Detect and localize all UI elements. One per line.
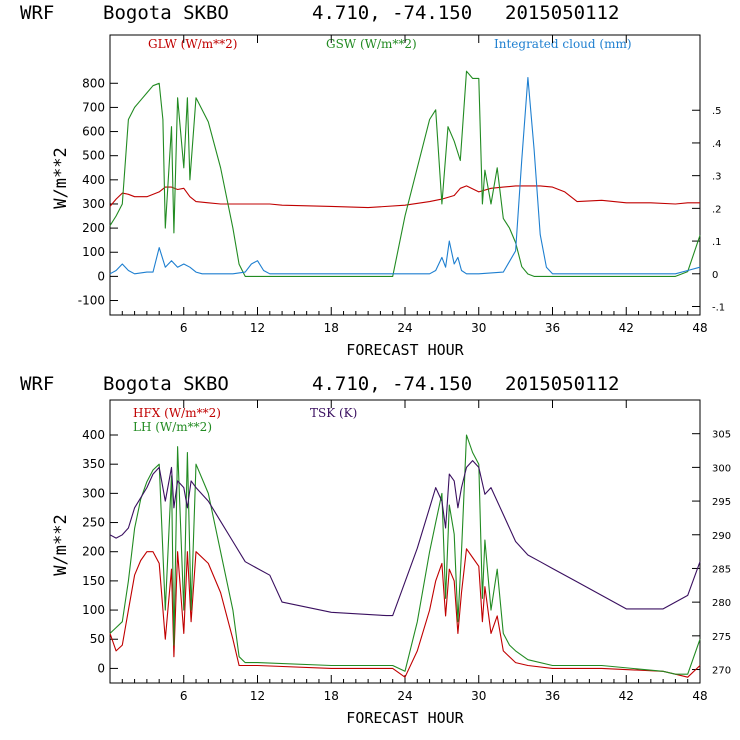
x-tick-label: 18 — [324, 689, 339, 703]
y2-tick-label: -.1 — [712, 302, 725, 313]
panel2-x-axis-label: FORECAST HOUR — [346, 709, 464, 727]
y-tick-label: 200 — [82, 221, 105, 235]
panel1-legend-gsw: GSW (W/m**2) — [326, 37, 417, 51]
x-tick-label: 12 — [250, 689, 265, 703]
y2-tick-label: .3 — [712, 172, 722, 183]
x-tick-label: 36 — [545, 321, 560, 335]
y-tick-label: -100 — [78, 294, 105, 308]
x-tick-label: 36 — [545, 689, 560, 703]
y-tick-label: 100 — [82, 245, 105, 259]
panel2-plot-frame — [109, 399, 701, 684]
x-tick-label: 48 — [692, 689, 707, 703]
panel1-x-axis-label: FORECAST HOUR — [346, 341, 464, 359]
x-tick-label: 30 — [471, 321, 486, 335]
x-tick-label: 24 — [397, 321, 412, 335]
y2-tick-label: .1 — [712, 237, 722, 248]
panel1-title-coords: 4.710, -74.150 — [312, 2, 472, 24]
x-tick-label: 48 — [692, 321, 707, 335]
panel1-ticks: 6 12 18 24 30 36 42 48 800 700 600 500 400 300 200 100 0… — [78, 35, 725, 335]
y2-tick-label: 285 — [712, 564, 731, 575]
flux-panel: WRF Bogota SKBO 4.710, -74.150 201505011… — [20, 373, 731, 727]
panel1-legend-cloud: Integrated cloud (mm) — [494, 37, 632, 51]
panel1-series — [109, 70, 701, 277]
panel2-title-coords: 4.710, -74.150 — [312, 373, 472, 395]
y2-tick-label: 0 — [712, 270, 718, 281]
panel2-title-model: WRF — [20, 373, 54, 395]
panel1-legend-glw: GLW (W/m**2) — [148, 37, 237, 51]
y2-tick-label: 305 — [712, 430, 731, 441]
y2-tick-label: .4 — [712, 139, 722, 150]
x-tick-label: 6 — [180, 321, 188, 335]
y-tick-label: 300 — [82, 197, 105, 211]
x-tick-label: 18 — [324, 321, 339, 335]
series-line-glw — [109, 185, 700, 209]
y2-tick-label: 290 — [712, 531, 731, 542]
y2-tick-label: 280 — [712, 598, 731, 609]
y2-tick-label: 295 — [712, 497, 731, 508]
y2-tick-label: 300 — [712, 463, 731, 474]
y-tick-label: 0 — [97, 269, 105, 283]
y2-tick-label: 270 — [712, 666, 731, 677]
radiation-panel: WRF Bogota SKBO 4.710, -74.150 201505011… — [20, 2, 725, 359]
panel1-y-axis-label: W/m**2 — [51, 147, 71, 208]
y-tick-label: 500 — [82, 149, 105, 163]
y2-tick-label: .5 — [712, 106, 722, 117]
panel2-legend-lh: LH (W/m**2) — [133, 420, 212, 434]
x-tick-label: 42 — [619, 321, 634, 335]
y-tick-label: 0 — [97, 661, 105, 675]
panel2-legend-hfx: HFX (W/m**2) — [133, 406, 221, 420]
y-tick-label: 350 — [82, 457, 105, 471]
series-line-hfx — [109, 548, 701, 678]
series-line-integrated — [109, 76, 701, 275]
y-tick-label: 600 — [82, 125, 105, 139]
y-tick-label: 800 — [82, 76, 105, 90]
panel2-y-axis-label: W/m**2 — [51, 514, 71, 575]
y2-tick-label: .2 — [712, 204, 722, 215]
x-tick-label: 42 — [619, 689, 634, 703]
y-tick-label: 400 — [82, 173, 105, 187]
panel2-legend-tsk: TSK (K) — [310, 406, 357, 420]
x-tick-label: 30 — [471, 689, 486, 703]
y-tick-label: 400 — [82, 428, 105, 442]
x-tick-label: 12 — [250, 321, 265, 335]
y-tick-label: 100 — [82, 603, 105, 617]
panel1-title-model: WRF — [20, 2, 54, 24]
series-line-lh — [109, 434, 701, 675]
panel2-series — [109, 434, 701, 678]
y-tick-label: 50 — [90, 632, 105, 646]
x-tick-label: 24 — [397, 689, 412, 703]
panel1-title-station: Bogota SKBO — [103, 2, 229, 24]
series-line-gsw — [109, 70, 701, 277]
y-tick-label: 150 — [82, 574, 105, 588]
y-tick-label: 700 — [82, 100, 105, 114]
y2-tick-label: 275 — [712, 632, 731, 643]
x-tick-label: 6 — [180, 689, 188, 703]
panel2-title-date: 2015050112 — [505, 373, 619, 395]
panel1-title-date: 2015050112 — [505, 2, 619, 24]
panel2-ticks: 6 12 18 24 30 36 42 48 400 350 300 250 200 150 100 50 0 3… — [82, 400, 731, 703]
y-tick-label: 200 — [82, 545, 105, 559]
panel2-title-station: Bogota SKBO — [103, 373, 229, 395]
y-tick-label: 250 — [82, 516, 105, 530]
series-line-tsk — [109, 460, 701, 617]
y-tick-label: 300 — [82, 486, 105, 500]
